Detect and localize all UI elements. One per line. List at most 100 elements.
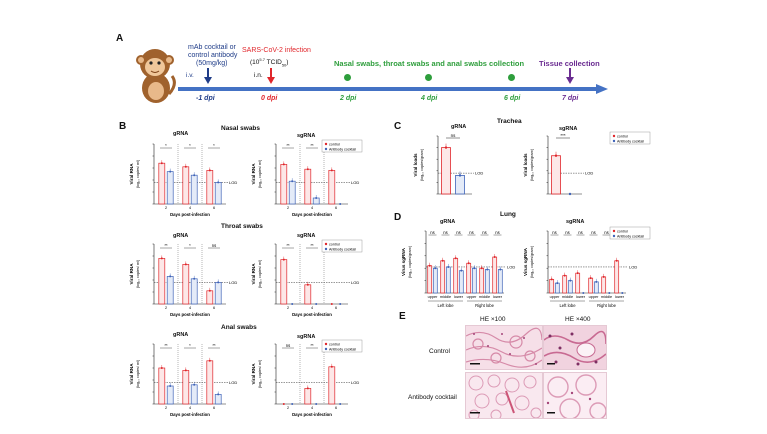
bar [280,164,288,205]
y-axis-label: Virus sgRNA [401,247,406,276]
bar [206,170,214,205]
data-point [602,275,605,278]
bar [432,267,438,294]
infection-dose-prefix: (10 [250,59,260,67]
antibody-label-1: mAb cocktail or [188,44,236,51]
x-tick-label: 6 [335,406,337,410]
bar [588,277,594,294]
tissue-label: Tissue collection [539,59,600,68]
signif-label: * [189,143,191,148]
bar [328,170,336,205]
x-tick-label: middle [479,295,490,299]
signif-label: * [213,143,215,148]
tissue-arrow-icon [566,68,574,84]
anal-g-title: gRNA [173,332,189,338]
data-point [556,282,559,285]
infection-dose-suffix: TCID [264,59,282,67]
x-tick-label: 6 [335,306,337,310]
y-axis-label: Viral RNA [251,363,256,385]
signif-label: ns [456,230,460,235]
x-tick-label: 4 [311,206,313,210]
bar [166,385,174,405]
lung-sg-title: sgRNA [566,219,585,225]
legend-box [321,239,363,253]
signif-label: *** [560,133,566,138]
bar [593,281,599,294]
legend-cocktail-label: Antibody cocktail [329,347,356,351]
legend-control-swatch [324,142,328,146]
bar [328,366,336,405]
signif-label: ns [604,230,608,235]
legend-cocktail-swatch [324,147,328,151]
bar [466,262,472,294]
lod-label: LOD [629,264,637,269]
legend-control-label: control [329,342,340,346]
y-axis-units: (log₁₀ copies/ ml) [136,159,140,188]
lod-label: LOD [351,280,359,285]
x-tick-label: upper [589,295,599,299]
bar [190,278,198,305]
data-point [339,403,342,405]
bar [453,257,459,294]
signif-label: ns [482,230,486,235]
bar [182,166,190,205]
signif-label: ns [443,230,447,235]
x-tick-label: 2 [165,306,167,310]
bar [601,276,607,294]
y-axis-label: Viral loads [413,153,418,177]
signif-label: ** [286,243,290,248]
panel-b-letter: B [119,121,127,132]
infection-arrow-icon [267,68,275,84]
x-axis-label: Days post-infection [292,412,332,417]
x-tick-label: 4 [311,406,313,410]
data-point [493,256,496,259]
x-tick-label: lower [576,295,586,299]
x-tick-label: 2 [165,206,167,210]
x-tick-label: upper [467,295,477,299]
panel-e-letter: E [399,311,406,322]
bar [427,265,433,294]
data-point [339,203,342,205]
x-tick-label: 4 [189,206,191,210]
lod-label: LOD [585,171,593,176]
bar [554,282,560,294]
day-label-4: 4 dpi [421,95,438,102]
lod-label: LOD [229,180,237,185]
bar [455,175,465,195]
x-tick-label: 6 [213,206,215,210]
infection-dose: (105.7 TCID50) [250,57,288,67]
y-axis-units: (log₁₀ copies/gram) [420,148,424,181]
x-tick-label: 4 [189,306,191,310]
chart-d-grna: Virus sgRNA (log₁₀ copies/gram) LOD upper ns… [401,230,515,308]
legend-cocktail-swatch [324,347,328,351]
signif-label: ns [495,230,499,235]
bar [182,264,190,305]
x-tick-label: 6 [213,306,215,310]
legend-box [609,131,651,145]
day-label-0: 0 dpi [261,95,278,102]
data-point [315,303,318,305]
data-point [486,268,489,271]
signif-label: ** [286,143,290,148]
x-axis-label: Days post-infection [292,212,332,217]
nasal-g-title: gRNA [173,131,189,137]
bar [614,260,620,294]
antibody-route: i.v. [186,72,194,79]
lobe-label-right: Right lobe [475,303,495,308]
panel-c-letter: C [394,121,402,132]
data-point [480,267,483,270]
x-tick-label: 4 [189,406,191,410]
bar [562,275,568,294]
legend-control-label: control [329,242,340,246]
signif-label: ns [451,133,457,138]
data-point [315,403,318,405]
bar [441,147,451,195]
anal-sg-title: sgRNA [297,334,316,340]
bar [479,267,485,294]
data-point [184,165,187,168]
data-point [563,274,566,277]
x-tick-label: 6 [335,206,337,210]
bar [166,276,174,305]
lobe-label-right: Right lobe [597,303,617,308]
cocktail-row-label: Antibody cocktail [408,394,457,401]
